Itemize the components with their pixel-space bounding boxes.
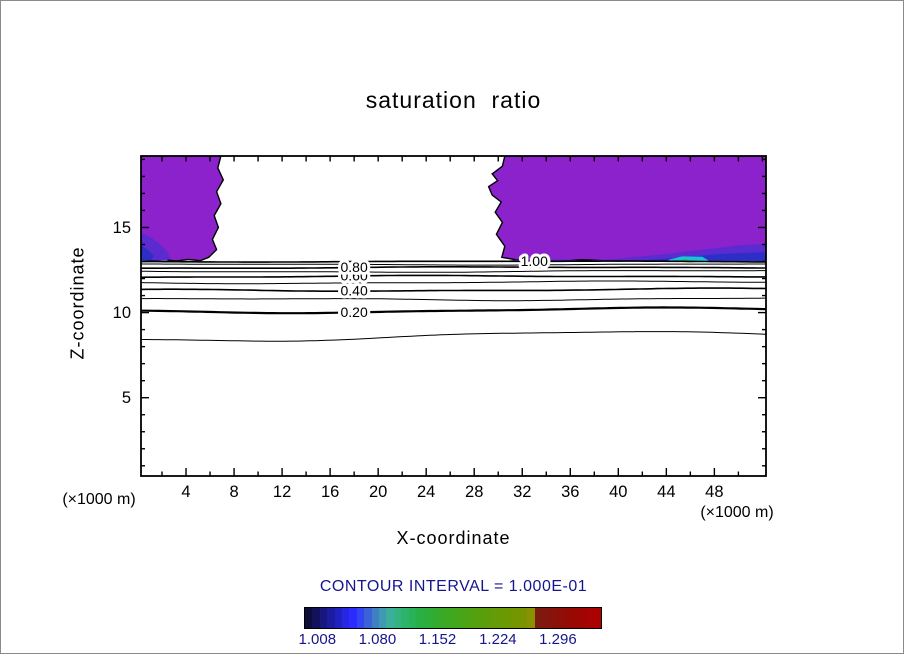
- colorbar-stripe: [482, 608, 491, 628]
- colorbar-labels: 1.008 1.080 1.152 1.224 1.296: [1, 631, 903, 653]
- x-tick-label: 8: [229, 483, 238, 501]
- colorbar-stripe: [460, 608, 468, 628]
- colorbar-stripe: [453, 608, 461, 628]
- fill-region-right-supersaturated-purple: [487, 156, 766, 263]
- colorbar-stripe: [334, 608, 343, 628]
- colorbar-stripe: [586, 608, 594, 628]
- colorbar-stripe: [564, 608, 572, 628]
- y-tick-label: 10: [113, 304, 131, 322]
- chart-title: saturation ratio: [365, 87, 542, 113]
- colorbar: [304, 607, 602, 629]
- colorbar-stripe: [512, 608, 520, 628]
- plot-border: [140, 155, 767, 477]
- x-tick-label: 20: [369, 483, 387, 501]
- contour-line-0.30: [141, 297, 766, 302]
- contour-line-0.40: [141, 287, 766, 292]
- x-axis-unit-left: (×1000 m): [62, 491, 136, 508]
- contour-line-0.80: [141, 266, 766, 269]
- contour-label-0.80: 0.80: [341, 259, 368, 275]
- colorbar-stripe: [571, 608, 580, 628]
- colorbar-stripe: [349, 608, 357, 628]
- colorbar-stripe: [490, 608, 498, 628]
- fill-region-left-blue-band: [141, 245, 154, 261]
- colorbar-stripe: [305, 608, 313, 628]
- colorbar-stripe: [497, 608, 505, 628]
- colorbar-stripe: [401, 608, 409, 628]
- colorbar-stripe: [386, 608, 394, 628]
- contour-label-0.40: 0.40: [341, 283, 368, 299]
- x-axis-label: X-coordinate: [396, 528, 511, 548]
- contour-line-0.10: [141, 331, 766, 342]
- colorbar-stripe: [504, 608, 513, 628]
- colorbar-stripe: [467, 608, 476, 628]
- y-tick-label: 5: [122, 389, 131, 407]
- colorbar-stripe: [445, 608, 454, 628]
- colorbar-stripe: [364, 608, 372, 628]
- contour-label-1.00: 1.00: [521, 253, 548, 269]
- contour-label-0.20: 0.20: [341, 304, 368, 320]
- colorbar-stripe: [549, 608, 557, 628]
- x-tick-label: 28: [465, 483, 483, 501]
- colorbar-stripe: [416, 608, 424, 628]
- colorbar-stripe: [371, 608, 380, 628]
- colorbar-tick-label: 1.224: [479, 631, 517, 648]
- colorbar-stripe: [312, 608, 320, 628]
- contour-line-0.60: [141, 274, 766, 279]
- x-tick-label: 40: [609, 483, 627, 501]
- colorbar-stripe: [408, 608, 417, 628]
- y-tick-label: 15: [113, 219, 131, 237]
- x-tick-label: 48: [705, 483, 723, 501]
- colorbar-stripe: [319, 608, 328, 628]
- plot-area: [141, 156, 766, 342]
- x-tick-label: 12: [273, 483, 291, 501]
- colorbar-stripe: [556, 608, 565, 628]
- x-tick-label: 44: [657, 483, 675, 501]
- colorbar-stripe: [356, 608, 365, 628]
- colorbar-stripe: [393, 608, 402, 628]
- x-axis-unit-right: (×1000 m): [700, 504, 774, 521]
- fill-region-right-blue-band: [636, 252, 766, 261]
- x-tick-label: 4: [181, 483, 190, 501]
- x-tick-label: 32: [513, 483, 531, 501]
- x-tick-label: 24: [417, 483, 435, 501]
- contour-label-0.60: 0.60: [341, 267, 368, 283]
- colorbar-tick-label: 1.152: [418, 631, 457, 648]
- colorbar-stripe: [430, 608, 439, 628]
- colorbar-stripe: [527, 608, 535, 628]
- contour-line-0.20: [141, 306, 766, 315]
- colorbar-stripe: [379, 608, 387, 628]
- colorbar-stripe: [519, 608, 528, 628]
- colorbar-tick-label: 1.080: [358, 631, 397, 648]
- colorbar-stripe: [579, 608, 587, 628]
- colorbar-stripe: [342, 608, 350, 628]
- x-tick-label: 36: [561, 483, 579, 501]
- colorbar-stripe: [475, 608, 483, 628]
- fill-region-right-cyan-band: [668, 256, 710, 262]
- colorbar-stripe: [327, 608, 335, 628]
- colorbar-tick-label: 1.296: [539, 631, 577, 648]
- contour-line-0.50: [141, 280, 766, 285]
- colorbar-stripe: [593, 608, 602, 628]
- colorbar-stripe: [423, 608, 431, 628]
- colorbar-tick-label: 1.008: [298, 631, 337, 648]
- contour-line-0.90: [141, 263, 766, 266]
- contour-line-0.70: [141, 270, 766, 273]
- colorbar-stripe: [542, 608, 550, 628]
- contour-interval-label: CONTOUR INTERVAL = 1.000E-01: [319, 578, 588, 595]
- contour-line-1.00: [141, 260, 766, 263]
- x-tick-label: 16: [321, 483, 339, 501]
- colorbar-stripe: [438, 608, 446, 628]
- colorbar-stripe: [534, 608, 542, 628]
